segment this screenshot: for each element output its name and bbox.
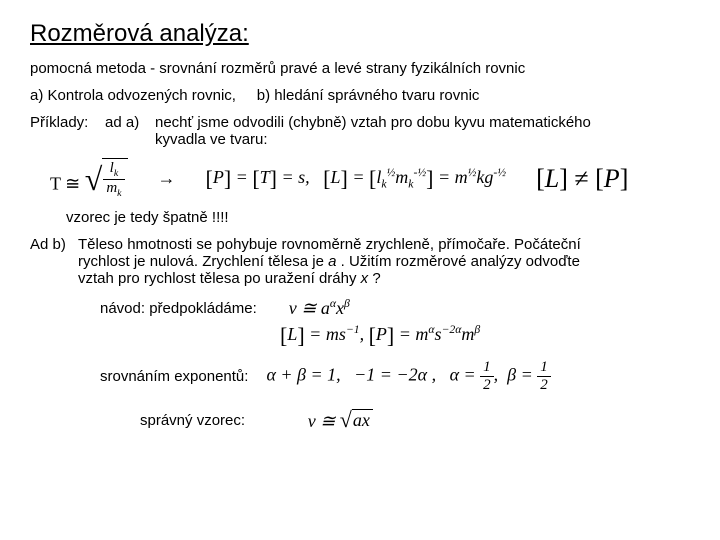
formula-neq: [L] ≠ [P] [536, 164, 628, 194]
formula-1-mid: [P] = [T] = s, [L] = [lk½mk-½] = m½kg-½ [206, 166, 507, 192]
ad-a-text1: nechť jsme odvodili (chybně) vztah pro d… [155, 114, 591, 131]
adb-l3b: ? [368, 270, 381, 287]
page-title: Rozměrová analýza: [30, 20, 690, 48]
adb-l3: vztah pro rychlost tělesa po uražení drá… [78, 270, 361, 287]
formula-1: T ≅ √ lk mk → [P] = [T] = s, [L] = [lk½m… [50, 158, 690, 199]
ab-a: a) Kontrola odvozených rovnic, [30, 87, 236, 104]
ad-a-text2: kyvadla ve tvaru: [155, 131, 268, 148]
spravny-label: správný vzorec: [140, 412, 245, 429]
srov-label: srovnáním exponentů: [100, 368, 248, 385]
srov-f: α + β = 1, −1 = −2α , α = 12, β = 12 [266, 359, 550, 394]
example-row: Příklady: ad a) nechť jsme odvodili (chy… [30, 114, 690, 148]
spravny-row: správný vzorec: v ≅ √ax [140, 406, 690, 434]
ad-a-text: nechť jsme odvodili (chybně) vztah pro d… [155, 114, 690, 148]
adb-label: Ad b) [30, 236, 78, 287]
subtitle: pomocná metoda - srovnání rozměrů pravé … [30, 60, 690, 77]
adb-l1: Těleso hmotnosti se pohybuje rovnoměrně … [78, 236, 581, 253]
arrow-icon: → [158, 168, 176, 189]
navod-row2: [L] = ms−1, [P] = mαs−2αmβ [280, 323, 690, 349]
ab-b: b) hledání správného tvaru rovnic [257, 87, 480, 104]
adb-l2b: . Užitím rozměrové analýzy odvoďte [336, 253, 579, 270]
srovnani-row: srovnáním exponentů: α + β = 1, −1 = −2α… [100, 359, 690, 394]
navod-f2: [L] = ms−1, [P] = mαs−2αmβ [280, 323, 480, 349]
adb-block: Ad b) Těleso hmotnosti se pohybuje rovno… [30, 236, 690, 287]
navod-row: návod: předpokládáme: v ≅ aαxβ [100, 297, 690, 319]
formula-1-lhs: T ≅ √ lk mk [50, 158, 128, 199]
navod-label: návod: předpokládáme: [100, 300, 257, 317]
adb-l2: rychlost je nulová. Zrychlení tělesa je [78, 253, 328, 270]
wrong-line: vzorec je tedy špatně !!!! [66, 209, 690, 226]
navod-f1: v ≅ aαxβ [289, 297, 350, 319]
spravny-f: v ≅ √ax [308, 406, 373, 434]
ab-line: a) Kontrola odvozených rovnic, b) hledán… [30, 87, 690, 104]
ad-a-label: ad a) [105, 114, 155, 131]
priklady-label: Příklady: [30, 114, 105, 131]
